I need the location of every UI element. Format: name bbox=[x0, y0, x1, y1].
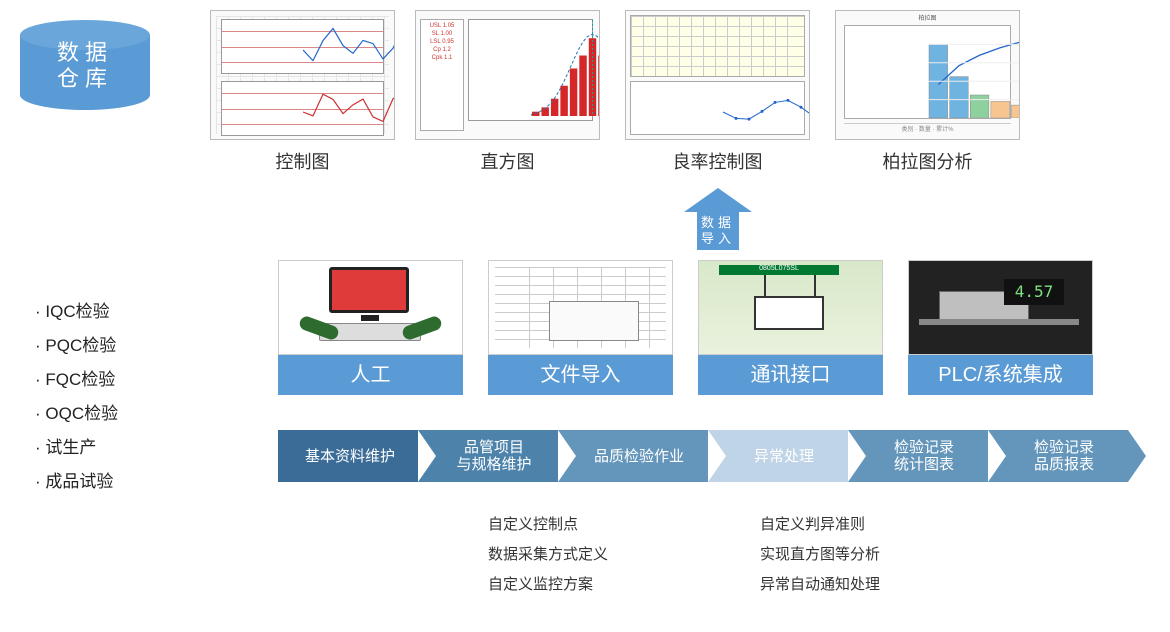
annotation-line: 自定义控制点 bbox=[488, 510, 608, 540]
chart-thumb-0: 控制图 bbox=[210, 10, 395, 174]
process-step-4: 检验记录 统计图表 bbox=[848, 430, 988, 482]
qc-bullet-item: PQC检验 bbox=[35, 329, 118, 363]
chart-thumb-caption: 柏拉图分析 bbox=[835, 148, 1020, 174]
input-card-0: 人工 bbox=[278, 260, 463, 395]
process-flow: 基本资料维护 品管项目 与规格维护 品质检验作业 异常处理 检验记录 统计图表 检验记录 … bbox=[278, 430, 1128, 482]
input-card-2: 0805L075SL通讯接口 bbox=[698, 260, 883, 395]
input-card-label: 人工 bbox=[278, 355, 463, 395]
annotation-line: 实现直方图等分析 bbox=[760, 540, 880, 570]
qc-bullet-item: IQC检验 bbox=[35, 295, 118, 329]
chart-thumb-caption: 良率控制图 bbox=[625, 148, 810, 174]
annotation-line: 异常自动通知处理 bbox=[760, 570, 880, 600]
chart-thumb-1: USL 1.05SL 1.00LSL 0.95Cp 1.2Cpk 1.1 直方图 bbox=[415, 10, 600, 174]
qc-bullet-item: OQC检验 bbox=[35, 397, 118, 431]
input-card-image bbox=[278, 260, 463, 355]
process-step-label: 品管项目 与规格维护 bbox=[456, 439, 531, 473]
annotation-line: 自定义监控方案 bbox=[488, 570, 608, 600]
input-card-image: 0805L075SL bbox=[698, 260, 883, 355]
qc-bullet-item: 成品试验 bbox=[35, 465, 118, 499]
input-card-label: PLC/系统集成 bbox=[908, 355, 1093, 395]
process-step-label: 异常处理 bbox=[754, 448, 814, 465]
input-card-label: 通讯接口 bbox=[698, 355, 883, 395]
chart-thumb-box: USL 1.05SL 1.00LSL 0.95Cp 1.2Cpk 1.1 bbox=[415, 10, 600, 140]
process-step-label: 检验记录 统计图表 bbox=[894, 439, 954, 473]
qc-bullet-item: FQC检验 bbox=[35, 363, 118, 397]
chart-thumb-3: 类别 · 数量 · 累计%柏拉图柏拉图分析 bbox=[835, 10, 1020, 174]
chart-thumb-caption: 控制图 bbox=[210, 148, 395, 174]
process-step-0: 基本资料维护 bbox=[278, 430, 418, 482]
qc-bullet-list: IQC检验PQC检验FQC检验OQC检验试生产成品试验 bbox=[35, 295, 118, 499]
qc-bullet-item: 试生产 bbox=[35, 431, 118, 465]
annotations-left: 自定义控制点数据采集方式定义自定义监控方案 bbox=[488, 510, 608, 600]
process-step-5: 检验记录 品质报表 bbox=[988, 430, 1128, 482]
process-step-3: 异常处理 bbox=[708, 430, 848, 482]
data-import-arrow: 数据导入 bbox=[684, 188, 752, 250]
process-step-label: 基本资料维护 bbox=[305, 448, 395, 465]
input-card-label: 文件导入 bbox=[488, 355, 673, 395]
input-card-1: 文件导入 bbox=[488, 260, 673, 395]
chart-thumb-box bbox=[625, 10, 810, 140]
annotation-line: 数据采集方式定义 bbox=[488, 540, 608, 570]
annotation-line: 自定义判异准则 bbox=[760, 510, 880, 540]
chart-thumb-caption: 直方图 bbox=[415, 148, 600, 174]
process-step-label: 品质检验作业 bbox=[594, 448, 684, 465]
input-card-3: 4.57PLC/系统集成 bbox=[908, 260, 1093, 395]
process-step-2: 品质检验作业 bbox=[558, 430, 708, 482]
annotations-right: 自定义判异准则实现直方图等分析异常自动通知处理 bbox=[760, 510, 880, 600]
data-warehouse-label: 数据仓库 bbox=[20, 40, 150, 92]
chart-thumb-box: 类别 · 数量 · 累计%柏拉图 bbox=[835, 10, 1020, 140]
chart-thumb-2: 良率控制图 bbox=[625, 10, 810, 174]
input-card-image: 4.57 bbox=[908, 260, 1093, 355]
process-step-1: 品管项目 与规格维护 bbox=[418, 430, 558, 482]
input-card-image bbox=[488, 260, 673, 355]
data-warehouse-cylinder: 数据仓库 bbox=[20, 20, 150, 110]
process-step-label: 检验记录 品质报表 bbox=[1034, 439, 1094, 473]
chart-thumb-box bbox=[210, 10, 395, 140]
